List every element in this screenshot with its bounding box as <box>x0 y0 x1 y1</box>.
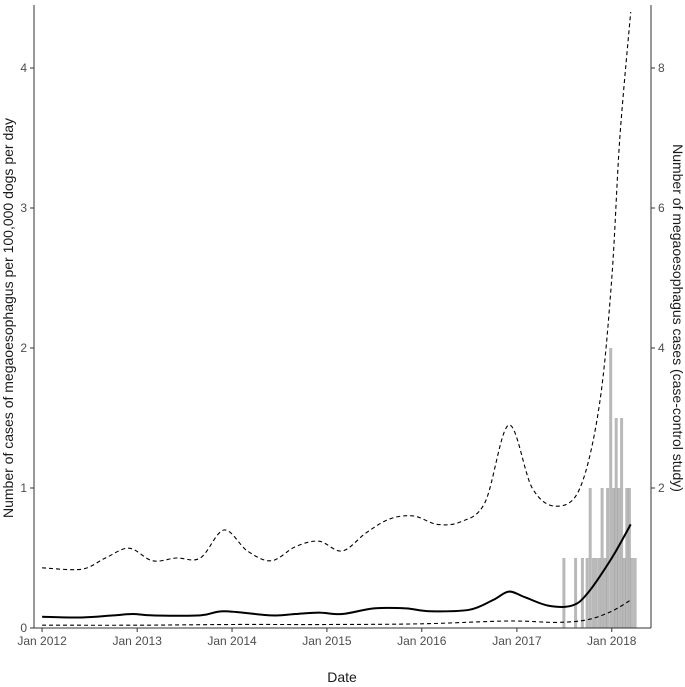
x-tick-label: Jan 2012 <box>17 634 67 648</box>
x-tick-label: Jan 2014 <box>207 634 257 648</box>
series-line-lower-bound <box>42 599 631 626</box>
bar <box>580 558 584 628</box>
x-tick-label: Jan 2015 <box>302 634 352 648</box>
series-line-upper-bound <box>42 11 632 571</box>
bar <box>591 558 595 628</box>
y-tick-label: 0 <box>20 621 27 635</box>
x-tick-label: Jan 2017 <box>492 634 542 648</box>
x-axis-title: Date <box>327 669 357 685</box>
bar <box>588 488 592 628</box>
y-tick-label: 4 <box>20 61 27 75</box>
plot-panel <box>34 5 651 628</box>
y2-tick-label: 2 <box>658 481 665 495</box>
bar <box>622 558 626 628</box>
bar <box>614 418 618 628</box>
bar <box>630 558 634 628</box>
y2-tick-label: 4 <box>658 341 665 355</box>
y-tick-label: 2 <box>20 341 27 355</box>
axes-layer: Jan 2012 Jan 2013 Jan 2014 Jan 2015 Jan 2016… <box>17 61 665 648</box>
y2-tick-label: 6 <box>658 201 665 215</box>
bar <box>606 488 610 628</box>
bar <box>625 488 629 628</box>
bar <box>603 558 607 628</box>
bar <box>617 488 621 628</box>
lines-layer <box>42 11 632 626</box>
x-tick-label: Jan 2013 <box>112 634 162 648</box>
x-tick-label: Jan 2016 <box>397 634 447 648</box>
bar <box>627 488 631 628</box>
bar <box>600 488 604 628</box>
y-axis-title: Number of cases of megaoesophagus per 10… <box>0 118 16 518</box>
bar <box>562 558 566 628</box>
series-line-estimate <box>42 523 632 619</box>
bar <box>594 558 598 628</box>
bar <box>574 558 578 628</box>
y-tick-label: 1 <box>20 481 27 495</box>
bar <box>612 488 616 628</box>
bar <box>597 558 601 628</box>
x-tick-label: Jan 2018 <box>587 634 637 648</box>
bar <box>609 348 613 628</box>
y-tick-label: 3 <box>20 201 27 215</box>
y2-axis-title: Number of megaoesophagus cases (case-con… <box>670 144 685 492</box>
y2-tick-label: 8 <box>658 61 665 75</box>
bar <box>620 418 624 628</box>
bar <box>633 558 637 628</box>
